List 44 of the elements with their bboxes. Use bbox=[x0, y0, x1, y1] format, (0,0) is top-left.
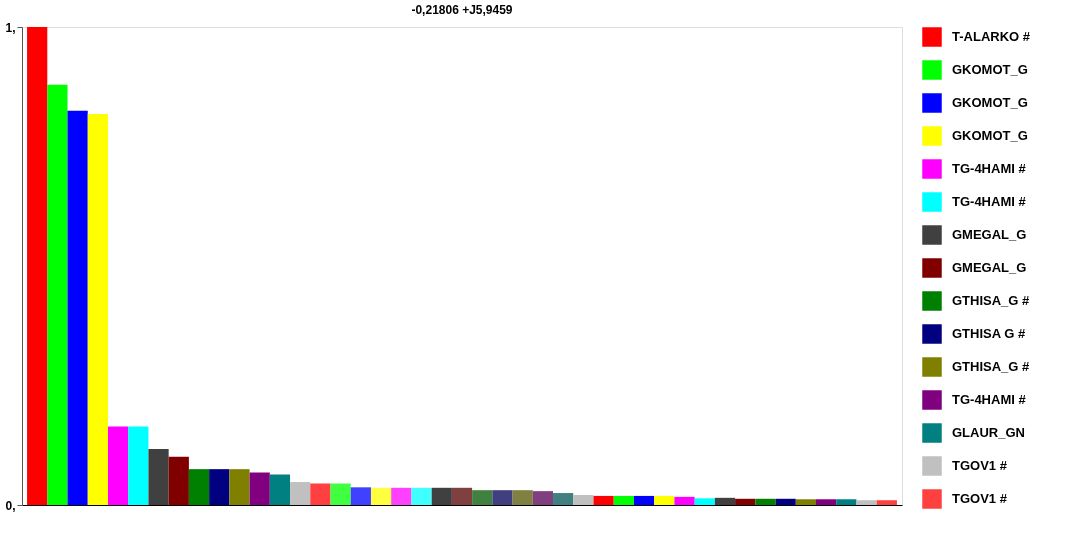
bar bbox=[512, 490, 533, 505]
bar bbox=[411, 487, 432, 505]
legend-label: GTHISA_G # bbox=[952, 293, 1031, 308]
bar bbox=[330, 483, 351, 505]
bar bbox=[27, 27, 48, 505]
legend-label: GKOMOT_G bbox=[952, 62, 1028, 77]
bar bbox=[492, 490, 513, 505]
legend-label: TGOV1 # bbox=[952, 491, 1008, 506]
bar bbox=[310, 483, 331, 505]
legend-label: GLAUR_GN bbox=[952, 425, 1025, 440]
bar bbox=[553, 493, 574, 505]
legend-label: GMEGAL_G bbox=[952, 260, 1027, 275]
bar bbox=[290, 482, 311, 505]
bar bbox=[209, 469, 230, 505]
bar bbox=[67, 110, 88, 505]
y-tick-label: 1, bbox=[5, 20, 16, 35]
legend-label: TG-4HAMI # bbox=[952, 194, 1027, 209]
legend-label: T-ALARKO # bbox=[952, 29, 1031, 44]
chart-title: -0,21806 +J5,9459 bbox=[411, 3, 513, 17]
bar bbox=[148, 449, 169, 505]
bar bbox=[451, 487, 473, 505]
bar bbox=[229, 469, 250, 505]
bar bbox=[168, 456, 189, 505]
bar bbox=[472, 490, 493, 505]
legend-label: TG-4HAMI # bbox=[952, 161, 1027, 176]
bar bbox=[269, 474, 291, 505]
bar bbox=[391, 487, 412, 505]
legend-label: TGOV1 # bbox=[952, 458, 1008, 473]
bar bbox=[87, 114, 108, 505]
bar bbox=[47, 84, 68, 505]
bar bbox=[350, 487, 371, 505]
legend-label: GTHISA G # bbox=[952, 326, 1026, 341]
bar bbox=[370, 487, 392, 505]
bar bbox=[128, 426, 149, 505]
legend-label: GKOMOT_G bbox=[952, 128, 1028, 143]
y-tick-label: 0, bbox=[5, 498, 16, 513]
bar bbox=[249, 472, 270, 505]
bar bbox=[107, 426, 129, 505]
legend-label: GTHISA_G # bbox=[952, 359, 1031, 374]
bar bbox=[188, 469, 210, 505]
bar bbox=[532, 491, 554, 505]
legend-label: GMEGAL_G bbox=[952, 227, 1027, 242]
legend-label: TG-4HAMI # bbox=[952, 392, 1027, 407]
legend-label: GKOMOT_G bbox=[952, 95, 1028, 110]
